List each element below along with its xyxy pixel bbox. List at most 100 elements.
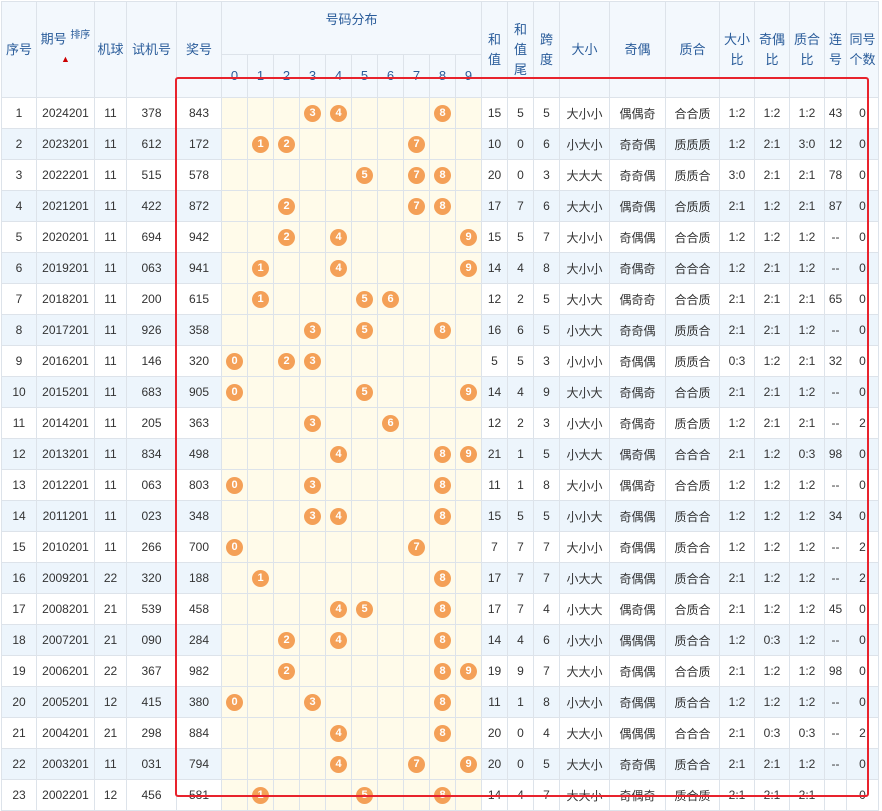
cell-test-number: 320	[126, 562, 177, 594]
cell-span: 5	[533, 748, 560, 780]
cell-same-count: 0	[846, 686, 879, 718]
cell-digit-9	[455, 779, 482, 811]
cell-digit-9: 9	[455, 376, 482, 408]
table-row: 4 2021201 11 422 872 2 7 8 17 7 6 大大小 偶奇偶 合质质 2:1 1:2 2:…	[1, 190, 879, 222]
table-row: 3 2022201 11 515 578 5 7 8 20 0 3 大大大 奇奇偶 质质合 3:0 2:1 2:…	[1, 159, 879, 191]
cell-digit-6	[377, 686, 404, 718]
digit-ball: 0	[226, 693, 243, 711]
cell-digit-1	[247, 97, 274, 129]
cell-prize-number: 884	[176, 717, 222, 749]
cell-digit-0	[221, 593, 248, 625]
cell-issue: 2007201	[36, 624, 95, 656]
cell-machine: 11	[94, 252, 127, 284]
cell-digit-3: 3	[299, 686, 326, 718]
digit-ball: 9	[460, 445, 477, 463]
cell-seq: 20	[1, 686, 37, 718]
cell-prize-number: 458	[176, 593, 222, 625]
header-digit: 1	[247, 54, 274, 98]
cell-prize-number: 172	[176, 128, 222, 160]
cell-digit-0	[221, 221, 248, 253]
cell-prime-ratio: 2:1	[789, 159, 825, 191]
cell-parity-ratio: 0:3	[754, 624, 790, 656]
digit-ball: 8	[434, 724, 451, 742]
digit-ball: 5	[356, 321, 373, 339]
cell-prime-ratio: 0:3	[789, 717, 825, 749]
header-prime-ratio: 质合比	[789, 1, 825, 98]
cell-digit-5: 5	[351, 593, 378, 625]
cell-digit-1	[247, 624, 274, 656]
cell-issue: 2003201	[36, 748, 95, 780]
cell-seq: 7	[1, 283, 37, 315]
cell-digit-7: 7	[403, 128, 430, 160]
cell-test-number: 415	[126, 686, 177, 718]
cell-sum-tail: 1	[507, 469, 534, 501]
digit-ball: 8	[434, 476, 451, 494]
cell-same-count: 0	[846, 190, 879, 222]
cell-sum-tail: 4	[507, 779, 534, 811]
digit-ball: 4	[330, 445, 347, 463]
cell-prize-number: 615	[176, 283, 222, 315]
digit-ball: 2	[278, 228, 295, 246]
cell-digit-0	[221, 159, 248, 191]
digit-ball: 9	[460, 228, 477, 246]
cell-digit-9	[455, 345, 482, 377]
cell-parity: 偶奇奇	[609, 283, 666, 315]
cell-parity-ratio: 2:1	[754, 779, 790, 811]
cell-seq: 8	[1, 314, 37, 346]
digit-ball: 8	[434, 631, 451, 649]
cell-seq: 22	[1, 748, 37, 780]
cell-seq: 18	[1, 624, 37, 656]
digit-ball: 0	[226, 352, 243, 370]
cell-parity: 偶偶偶	[609, 717, 666, 749]
cell-digit-9	[455, 128, 482, 160]
cell-sum: 17	[481, 190, 508, 222]
header-digit: 3	[299, 54, 326, 98]
cell-size: 大大小	[559, 748, 610, 780]
digit-ball: 8	[434, 569, 451, 587]
table-row: 23 2002201 12 456 581 1 5 8 14 4 7 大大小 奇偶奇 质合质 2:1 2:1 2…	[1, 779, 879, 811]
cell-prime: 合合合	[665, 717, 720, 749]
header-same-count: 同号个数	[846, 1, 879, 98]
cell-consecutive: 45	[824, 593, 847, 625]
cell-digit-3	[299, 562, 326, 594]
cell-prime: 合合质	[665, 469, 720, 501]
cell-span: 8	[533, 686, 560, 718]
cell-size-ratio: 2:1	[719, 717, 755, 749]
cell-consecutive: 32	[824, 345, 847, 377]
cell-seq: 3	[1, 159, 37, 191]
cell-prime-ratio: 2:1	[789, 190, 825, 222]
cell-consecutive: --	[824, 252, 847, 284]
cell-digit-3: 3	[299, 97, 326, 129]
cell-digit-7	[403, 438, 430, 470]
cell-test-number: 694	[126, 221, 177, 253]
cell-span: 5	[533, 314, 560, 346]
cell-prime-ratio: 1:2	[789, 221, 825, 253]
cell-parity-ratio: 2:1	[754, 128, 790, 160]
digit-ball: 8	[434, 321, 451, 339]
cell-prime-ratio: 1:2	[789, 748, 825, 780]
sort-control[interactable]: 排序 ▲	[61, 30, 90, 65]
cell-test-number: 683	[126, 376, 177, 408]
table-row: 5 2020201 11 694 942 2 4 9 15 5 7 大小小 奇偶偶 合合质 1:2 1:2 1:…	[1, 221, 879, 253]
cell-digit-7	[403, 345, 430, 377]
cell-test-number: 367	[126, 655, 177, 687]
cell-machine: 11	[94, 469, 127, 501]
cell-digit-7	[403, 376, 430, 408]
cell-test-number: 378	[126, 97, 177, 129]
cell-test-number: 266	[126, 531, 177, 563]
cell-digit-1	[247, 655, 274, 687]
table-row: 8 2017201 11 926 358 3 5 8 16 6 5 小大大 奇奇偶 质质合 2:1 2:1 1:…	[1, 314, 879, 346]
cell-prize-number: 872	[176, 190, 222, 222]
cell-prime: 合合质	[665, 97, 720, 129]
cell-digit-6	[377, 748, 404, 780]
cell-digit-3: 3	[299, 345, 326, 377]
cell-size: 小大小	[559, 686, 610, 718]
cell-digit-8	[429, 345, 456, 377]
cell-sum-tail: 7	[507, 562, 534, 594]
header-issue[interactable]: 期号 排序 ▲	[36, 1, 95, 98]
cell-digit-5	[351, 190, 378, 222]
cell-prime-ratio: 1:2	[789, 469, 825, 501]
cell-digit-1	[247, 159, 274, 191]
cell-digit-5	[351, 345, 378, 377]
cell-prime-ratio: 1:2	[789, 376, 825, 408]
